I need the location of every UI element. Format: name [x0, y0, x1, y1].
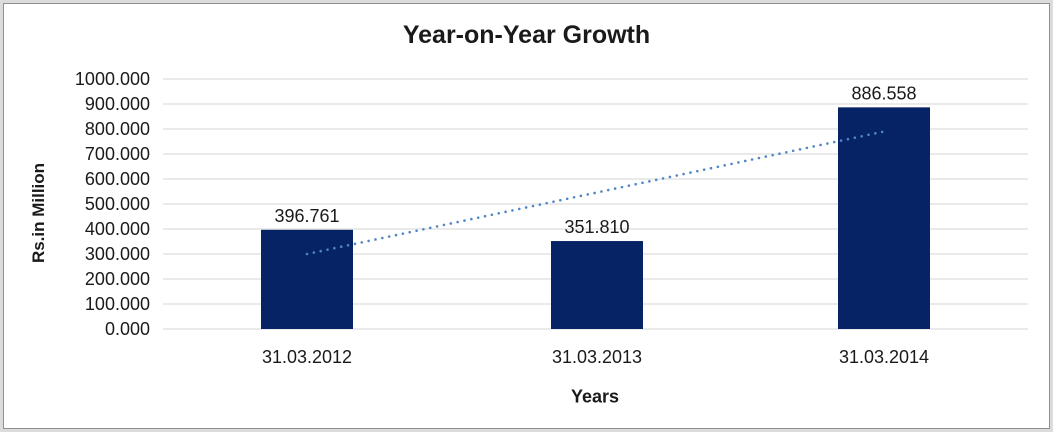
x-tick-label: 31.03.2012 — [262, 347, 352, 367]
bar-value-label: 396.761 — [274, 206, 339, 226]
y-tick-label: 800.000 — [85, 119, 150, 139]
bar — [551, 241, 643, 329]
bar — [838, 107, 930, 329]
y-tick-label: 200.000 — [85, 269, 150, 289]
y-tick-label: 700.000 — [85, 144, 150, 164]
bar — [261, 229, 353, 329]
y-tick-label: 600.000 — [85, 169, 150, 189]
y-tick-label: 900.000 — [85, 94, 150, 114]
y-tick-label: 500.000 — [85, 194, 150, 214]
y-tick-label: 0.000 — [105, 319, 150, 339]
bar-value-label: 351.810 — [564, 217, 629, 237]
bar-value-label: 886.558 — [851, 83, 916, 103]
x-axis-title: Years — [570, 386, 620, 407]
y-tick-label: 100.000 — [85, 294, 150, 314]
y-tick-label: 300.000 — [85, 244, 150, 264]
y-tick-label: 400.000 — [85, 219, 150, 239]
y-tick-label: 1000.000 — [75, 69, 150, 89]
x-tick-label: 31.03.2014 — [839, 347, 929, 367]
trendline — [305, 130, 886, 256]
chart-title: Year-on-Year Growth — [402, 21, 651, 49]
x-tick-label: 31.03.2013 — [552, 347, 642, 367]
chart-plot-area: 0.000 100.000 200.000 300.000 400.000 500.000… — [75, 69, 1028, 367]
